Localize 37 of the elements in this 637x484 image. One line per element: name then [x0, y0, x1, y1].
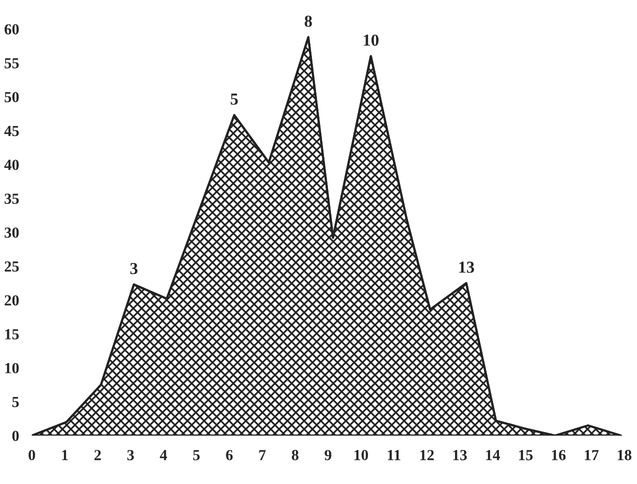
x-tick-label: 15: [519, 450, 533, 460]
y-tick-label: 25: [4, 261, 19, 272]
y-tick-label: 10: [5, 362, 19, 374]
y-tick-label: 50: [4, 92, 19, 102]
annotation: 3: [130, 262, 138, 274]
y-tick-label: 30: [4, 227, 19, 238]
y-tick-label: 60: [4, 24, 19, 34]
y-tick-label: 55: [4, 58, 19, 68]
x-tick-label: 10: [354, 450, 368, 460]
x-tick-label: 16: [552, 450, 566, 460]
x-tick-label: 7: [259, 450, 266, 460]
x-tick-label: 2: [94, 450, 101, 460]
x-tick-label: 13: [453, 450, 467, 460]
x-tick-label: 18: [618, 450, 632, 460]
annotation: 5: [230, 94, 238, 105]
x-tick-label: 0: [28, 450, 36, 460]
x-tick-label: 14: [486, 450, 500, 460]
y-tick-label: 15: [5, 329, 19, 340]
x-tick-label: 5: [193, 450, 200, 460]
x-tick-label: 1: [62, 450, 68, 460]
x-tick-label: 9: [324, 450, 332, 460]
x-tick-label: 4: [160, 450, 168, 460]
x-tick-label: 3: [127, 450, 134, 460]
y-tick-label: 40: [4, 160, 19, 170]
annotation: 10: [364, 34, 379, 46]
annotation: 13: [459, 262, 474, 273]
x-tick-label: 11: [388, 450, 400, 460]
y-tick-label: 5: [12, 397, 19, 408]
y-tick-label: 0: [12, 430, 19, 442]
annotation: 8: [304, 16, 312, 27]
x-tick-label: 8: [292, 450, 298, 460]
y-tick-label: 35: [4, 194, 19, 204]
x-tick-label: 17: [584, 450, 599, 460]
x-tick-label: 6: [226, 450, 233, 460]
x-tick-label: 12: [420, 450, 434, 460]
y-tick-label: 45: [4, 126, 19, 136]
y-tick-label: 20: [4, 295, 19, 306]
